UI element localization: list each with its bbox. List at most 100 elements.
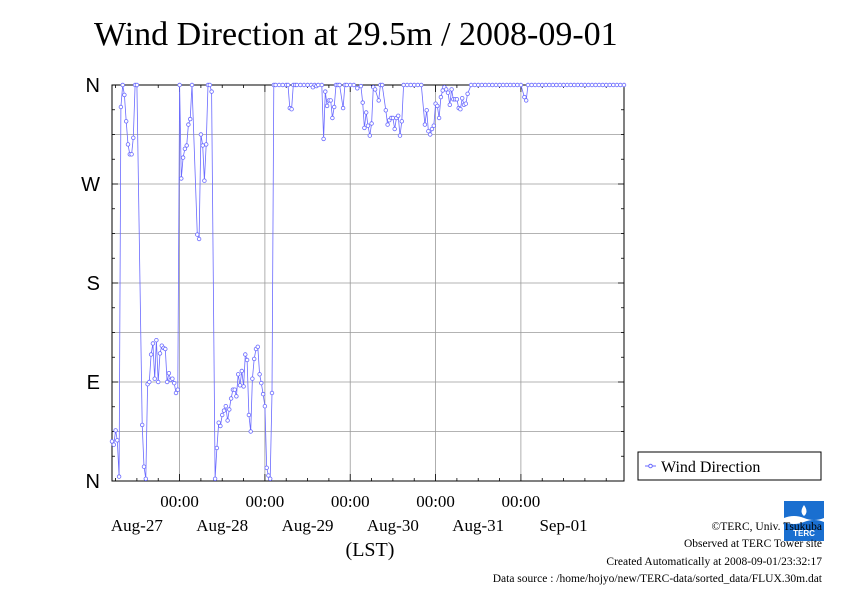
logo-text: TERC — [793, 529, 815, 538]
data-point — [255, 344, 260, 349]
data-point — [273, 82, 278, 88]
data-point — [152, 376, 157, 381]
data-point — [248, 429, 253, 434]
data-point — [596, 82, 602, 88]
data-point — [468, 82, 474, 88]
data-point — [184, 143, 189, 148]
data-point — [122, 92, 127, 98]
data-point — [383, 108, 388, 113]
data-point — [171, 380, 177, 386]
data-point — [250, 376, 255, 381]
data-point — [401, 82, 406, 88]
data-point — [147, 379, 152, 385]
data-point — [123, 119, 129, 124]
data-point — [589, 82, 595, 88]
x-date-label: Aug-29 — [282, 516, 334, 535]
data-point — [399, 119, 404, 124]
x-axis-label: (LST) — [346, 539, 395, 561]
data-point — [257, 372, 262, 377]
data-point — [348, 82, 353, 88]
data-point — [449, 87, 454, 92]
logo-wave — [784, 516, 824, 524]
data-point — [524, 98, 529, 103]
data-point — [575, 82, 580, 88]
data-point — [525, 82, 531, 88]
data-point — [212, 476, 218, 481]
x-time-label: 00:00 — [502, 492, 541, 511]
data-point — [120, 82, 125, 88]
data-point — [195, 232, 200, 237]
data-point — [463, 101, 468, 106]
data-point — [177, 82, 182, 88]
data-point — [237, 383, 243, 388]
data-point — [198, 132, 204, 137]
data-point — [465, 91, 470, 96]
data-point — [447, 102, 452, 107]
data-point — [472, 82, 477, 88]
data-point — [319, 82, 324, 88]
data-point — [435, 103, 440, 109]
data-point — [593, 82, 598, 88]
data-point — [536, 82, 541, 88]
data-point — [429, 126, 435, 132]
data-point — [225, 418, 230, 423]
y-tick-label: S — [87, 273, 100, 295]
legend-marker — [648, 463, 653, 469]
data-point — [340, 105, 346, 111]
data-point — [511, 82, 516, 88]
legend-box — [637, 451, 822, 481]
data-point — [557, 82, 563, 88]
data-point — [321, 136, 326, 142]
data-point — [223, 404, 228, 409]
data-point — [109, 439, 115, 444]
data-point — [305, 82, 310, 88]
legend-label: Wind Direction — [661, 459, 760, 476]
data-point — [227, 407, 232, 412]
data-point — [460, 95, 465, 101]
data-point — [164, 379, 170, 385]
data-point — [232, 387, 237, 392]
y-axis-ticks: N W S E N — [81, 75, 624, 493]
x-time-label: 00:00 — [246, 492, 285, 511]
data-point — [316, 82, 321, 88]
data-point — [234, 394, 239, 399]
data-point — [118, 104, 124, 110]
x-date-label: Aug-30 — [367, 516, 419, 535]
data-point — [529, 82, 534, 88]
data-point — [141, 464, 147, 469]
data-point — [244, 357, 250, 363]
data-point — [239, 368, 244, 374]
data-point — [125, 142, 131, 147]
logo-text-band — [788, 528, 820, 538]
data-point — [298, 82, 303, 88]
data-point — [476, 82, 481, 88]
data-point — [332, 104, 337, 110]
data-point — [372, 87, 378, 92]
data-point — [543, 82, 548, 88]
credit-observed: Observed at TERC Tower site — [683, 538, 822, 550]
logo-drop — [801, 505, 807, 516]
data-point — [504, 82, 509, 88]
data-point — [522, 94, 527, 100]
data-point — [344, 82, 349, 88]
data-point — [268, 476, 273, 481]
x-time-label: 00:00 — [416, 492, 455, 511]
data-point — [508, 82, 513, 88]
data-point — [264, 465, 269, 470]
data-point — [134, 82, 140, 88]
data-point — [260, 391, 266, 397]
data-point — [415, 82, 420, 88]
data-point — [207, 82, 212, 88]
data-point — [337, 82, 342, 88]
data-point — [426, 128, 431, 134]
data-point — [444, 87, 449, 92]
data-point — [269, 390, 275, 396]
data-point — [330, 115, 335, 121]
data-point — [170, 376, 175, 381]
y-tick-label: N — [86, 75, 100, 97]
y-tick-label: N — [86, 471, 100, 493]
data-point — [561, 82, 566, 88]
data-point — [582, 82, 588, 88]
data-point — [390, 115, 396, 121]
y-tick-label: W — [81, 174, 100, 196]
